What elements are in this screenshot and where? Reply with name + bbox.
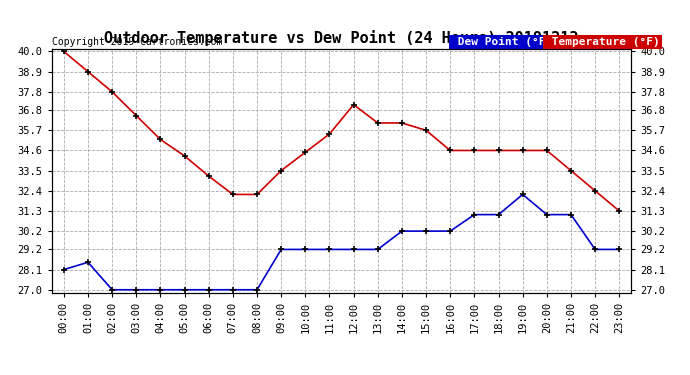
Text: Temperature (°F): Temperature (°F) xyxy=(545,37,660,47)
Text: Dew Point (°F): Dew Point (°F) xyxy=(451,37,552,47)
Title: Outdoor Temperature vs Dew Point (24 Hours) 20191213: Outdoor Temperature vs Dew Point (24 Hou… xyxy=(104,30,579,46)
Text: Copyright 2019 Cartronics.com: Copyright 2019 Cartronics.com xyxy=(52,37,222,47)
